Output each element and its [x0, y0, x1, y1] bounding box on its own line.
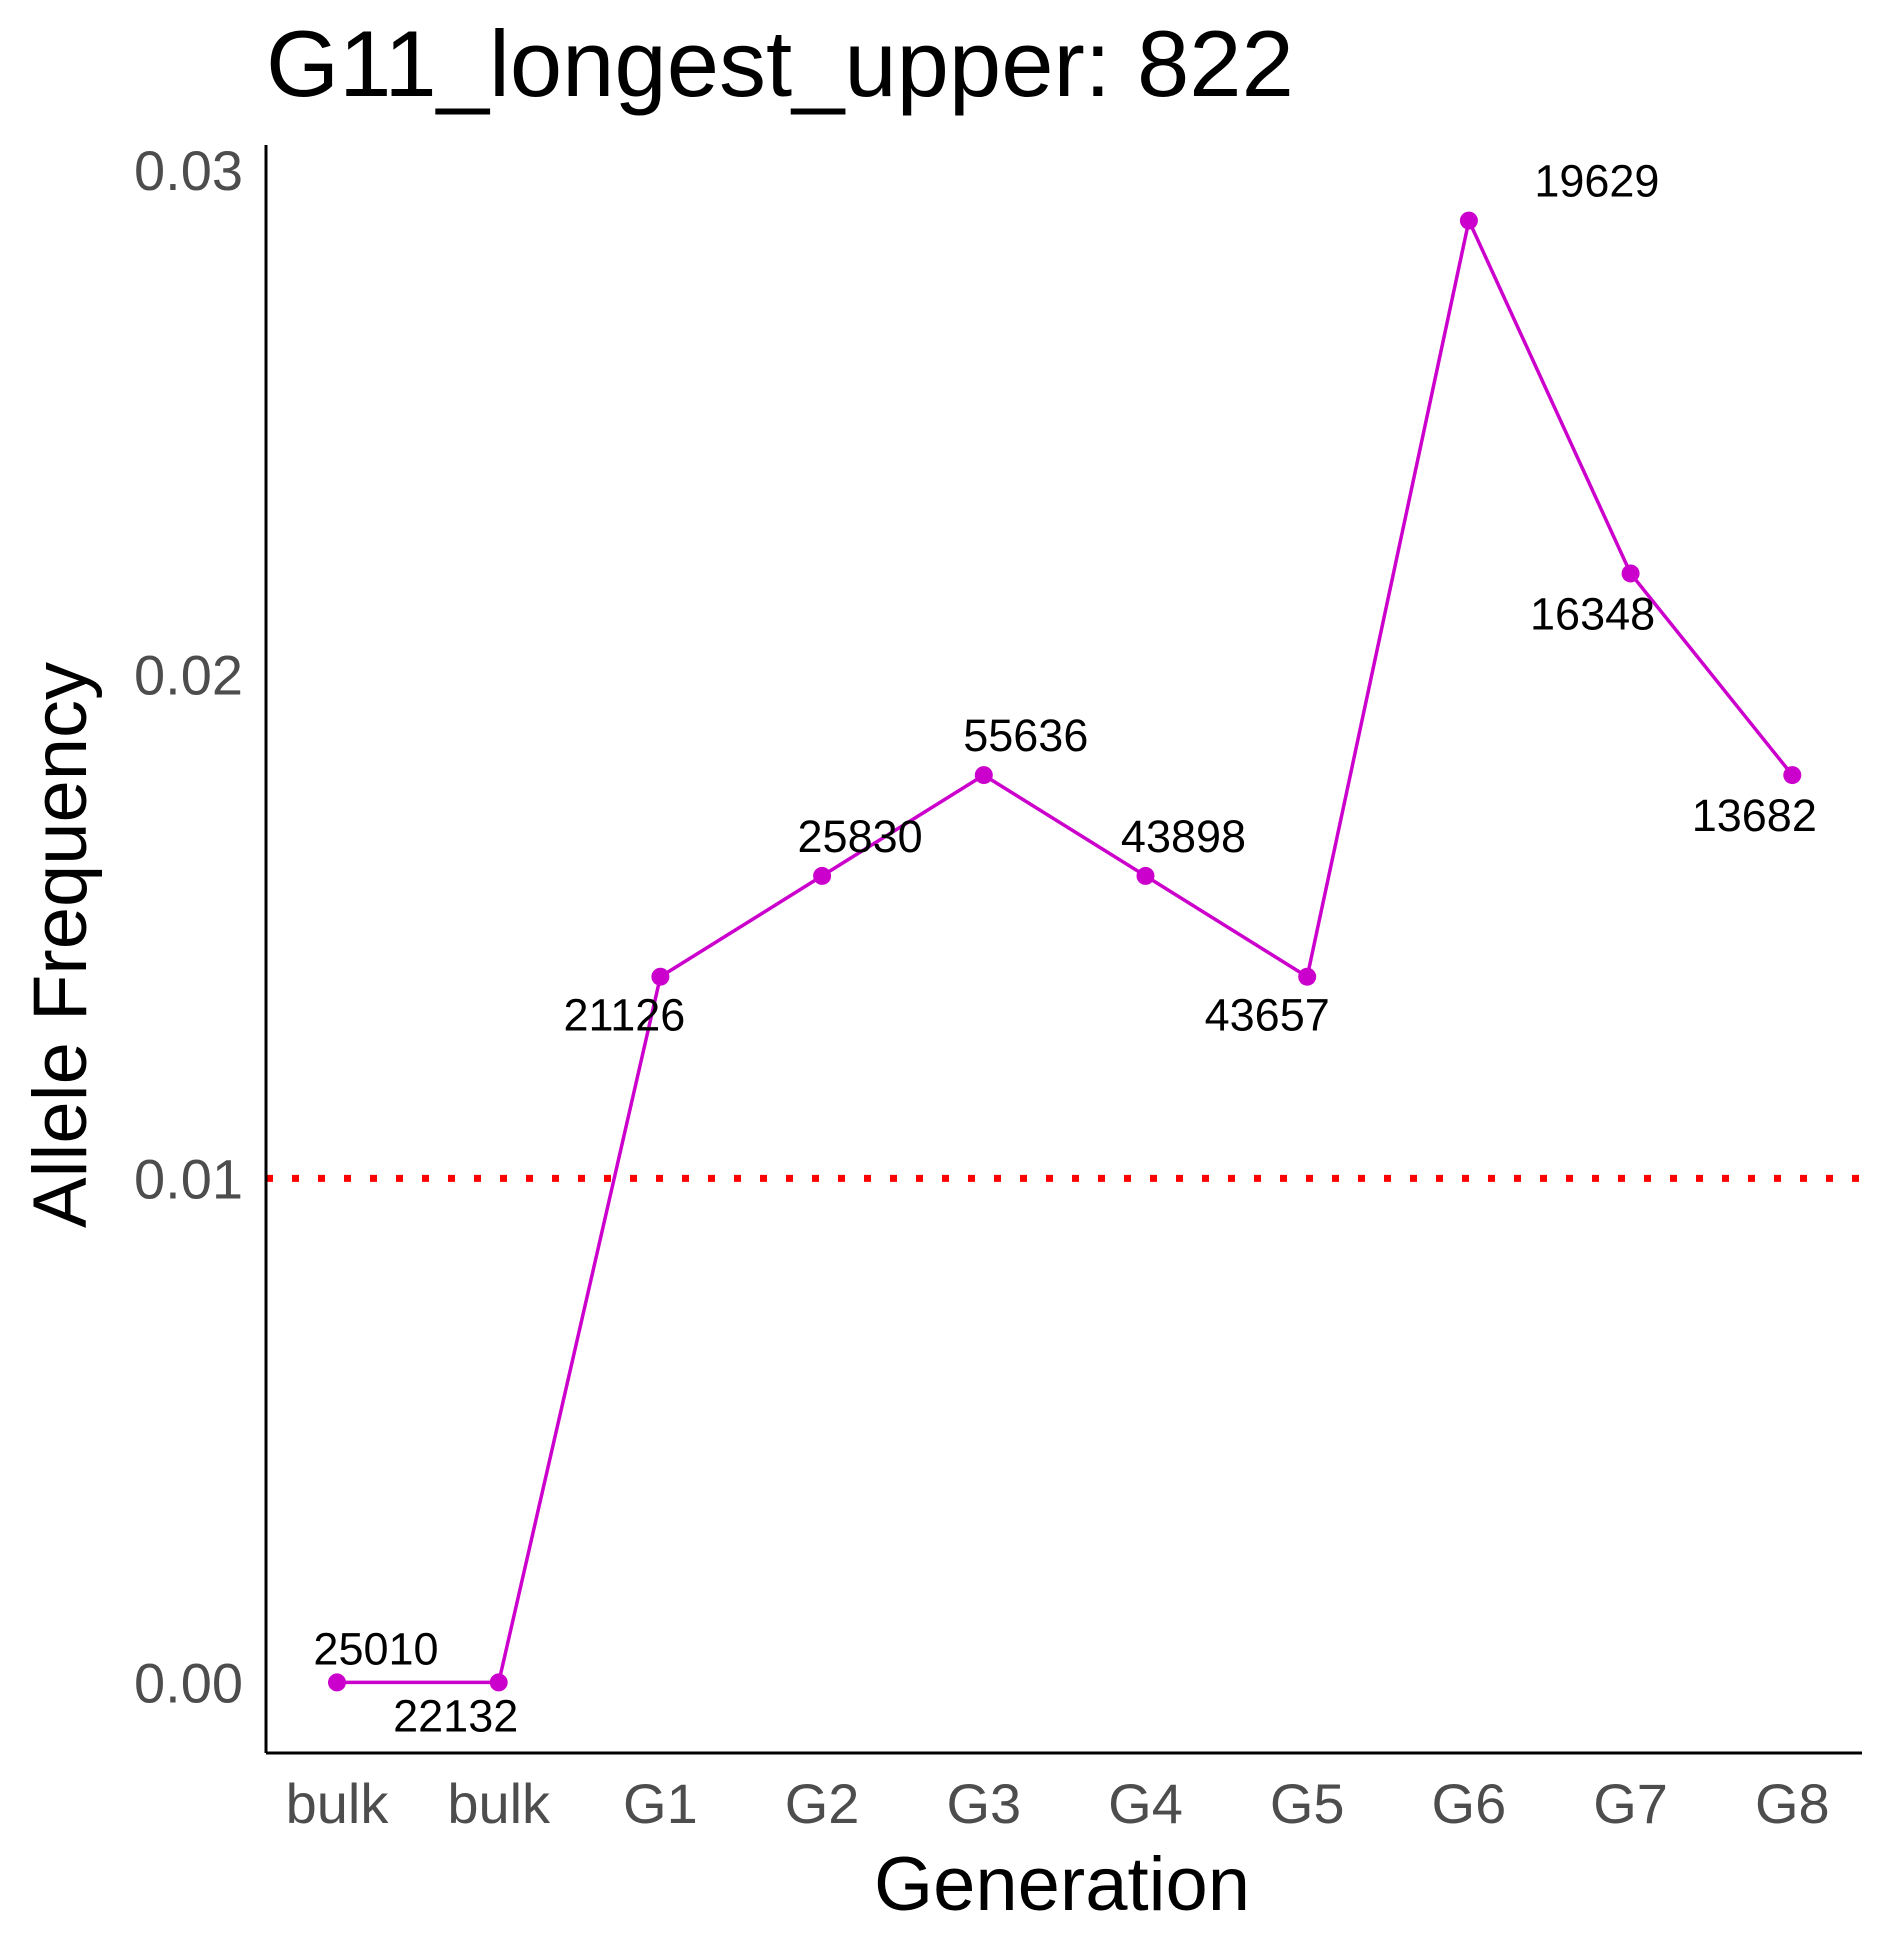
series-line: [337, 218, 1794, 1685]
y-tick-label: 0.02: [134, 643, 243, 706]
x-tick-label: G2: [785, 1772, 860, 1835]
x-tick-label: G8: [1755, 1772, 1830, 1835]
data-point: [1783, 766, 1802, 785]
point-label: 19629: [1534, 156, 1659, 207]
x-tick-label: G1: [623, 1772, 698, 1835]
x-tick-label: bulk: [286, 1772, 390, 1835]
point-label: 43898: [1121, 811, 1246, 862]
data-point: [328, 1673, 346, 1692]
data-point: [974, 766, 993, 785]
point-label: 16348: [1530, 588, 1655, 639]
data-point: [1136, 866, 1155, 885]
point-label: 43657: [1205, 990, 1330, 1041]
y-tick-label: 0.01: [134, 1147, 243, 1210]
data-point: [813, 866, 832, 885]
chart-title: G11_longest_upper: 822: [266, 11, 1294, 116]
point-label: 21126: [564, 990, 686, 1041]
labels-layer: 25010 22132 21126 25830 55636 43898 43657 19629…: [313, 156, 1816, 1742]
y-axis-title: Allele Frequency: [18, 662, 103, 1228]
point-label: 25010: [313, 1623, 438, 1674]
data-point: [651, 967, 670, 986]
series-layer: [328, 211, 1802, 1692]
point-label: 13682: [1692, 790, 1817, 841]
point-label: 55636: [963, 710, 1088, 761]
data-point: [1298, 967, 1317, 986]
data-point: [1459, 211, 1478, 230]
axes-layer: 0.00 0.01 0.02 0.03 bulk bulk G1 G2 G3 G4 G5 G6 G7 G8: [134, 139, 1862, 1835]
y-tick-label: 0.03: [134, 139, 243, 202]
x-axis-title: Generation: [874, 1842, 1250, 1927]
data-point: [1621, 564, 1640, 583]
point-label: 22132: [393, 1690, 518, 1741]
x-tick-label: G7: [1593, 1772, 1668, 1835]
x-tick-label: bulk: [447, 1772, 551, 1835]
x-tick-label: G5: [1270, 1772, 1345, 1835]
x-tick-label: G3: [946, 1772, 1021, 1835]
x-tick-label: G4: [1108, 1772, 1183, 1835]
x-tick-label: G6: [1432, 1772, 1507, 1835]
point-label: 25830: [798, 811, 923, 862]
y-tick-label: 0.00: [134, 1651, 243, 1714]
data-point: [489, 1673, 508, 1692]
